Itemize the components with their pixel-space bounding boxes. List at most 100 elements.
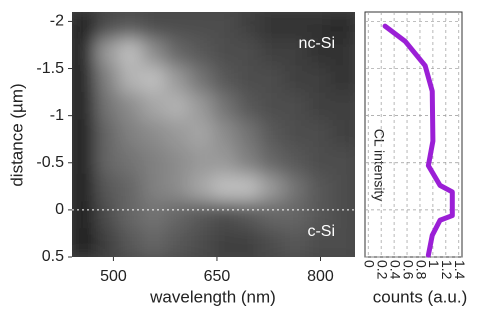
heatmap-cell: [259, 65, 286, 95]
heatmap-cell: [212, 228, 239, 257]
heatmap-cell: [72, 174, 97, 204]
heatmap-cell: [330, 201, 355, 231]
heatmap-cell: [188, 174, 215, 204]
x-tick-label: 650: [204, 268, 231, 285]
heatmap-cell: [118, 201, 144, 231]
heatmap-cell: [259, 92, 286, 122]
heatmap-cell: [212, 12, 239, 41]
heatmap-cells: [72, 12, 355, 257]
x-axis-label: wavelength (nm): [149, 287, 276, 306]
y-tick-label: -0.5: [36, 154, 64, 171]
heatmap-cell: [165, 147, 191, 177]
heatmap-cell: [188, 119, 215, 150]
heatmap-cell: [330, 147, 355, 177]
heatmap-cell: [94, 228, 121, 257]
heatmap-cell: [330, 174, 355, 204]
heatmap-cell: [306, 92, 333, 122]
heatmap-cell: [72, 201, 97, 231]
heatmap-cell: [72, 65, 97, 95]
heatmap-cell: [188, 228, 215, 257]
heatmap-cell: [165, 38, 191, 68]
heatmap-cell: [283, 12, 309, 41]
heatmap-cell: [283, 119, 309, 150]
heatmap-cell: [141, 201, 168, 231]
heatmap-cell: [330, 65, 355, 95]
heatmap-cell: [212, 65, 239, 95]
heatmap-cell: [306, 228, 333, 257]
heatmap-cell: [306, 174, 333, 204]
x-tick-label: 0.4: [387, 260, 403, 280]
heatmap-cell: [72, 147, 97, 177]
heatmap-cell: [118, 147, 144, 177]
heatmap-cell: [283, 92, 309, 122]
heatmap-cell: [118, 65, 144, 95]
heatmap-cell: [306, 147, 333, 177]
x-tick-label: 0: [362, 260, 378, 268]
heatmap-cell: [141, 174, 168, 204]
heatmap-cell: [259, 201, 286, 231]
heatmap-cell: [259, 119, 286, 150]
heatmap-cell: [188, 92, 215, 122]
heatmap-cell: [283, 38, 309, 68]
heatmap-cell: [165, 228, 191, 257]
heatmap-cell: [330, 228, 355, 257]
heatmap-cell: [165, 12, 191, 41]
heatmap-cell: [283, 228, 309, 257]
heatmap-cell: [94, 147, 121, 177]
heatmap-cell: [259, 147, 286, 177]
annotation: CL intensity: [371, 129, 387, 202]
heatmap-cell: [165, 119, 191, 150]
heatmap-cell: [283, 65, 309, 95]
y-tick-label: 0: [55, 201, 64, 218]
x-tick-label: 1.2: [439, 260, 455, 280]
heatmap-cell: [118, 119, 144, 150]
y-tick-label: -2: [50, 13, 64, 30]
heatmap-cell: [330, 92, 355, 122]
heatmap-cell: [165, 174, 191, 204]
heatmap-cell: [118, 38, 144, 68]
heatmap-cell: [236, 119, 262, 150]
heatmap-cell: [72, 92, 97, 122]
heatmap-cell: [306, 119, 333, 150]
heatmap-cell: [283, 201, 309, 231]
heatmap-cell: [188, 147, 215, 177]
heatmap-cell: [141, 119, 168, 150]
annotation: nc-Si: [299, 35, 335, 52]
heatmap-cell: [306, 201, 333, 231]
y-tick-label: 0.5: [42, 248, 64, 265]
x-tick-label: 0.6: [400, 260, 416, 280]
x-tick-label: 500: [100, 268, 127, 285]
heatmap-cell: [141, 65, 168, 95]
heatmap-cell: [165, 201, 191, 231]
heatmap-cell: [236, 65, 262, 95]
heatmap-cell: [72, 119, 97, 150]
heatmap-cell: [165, 65, 191, 95]
heatmap-cell: [306, 38, 333, 68]
heatmap-cell: [212, 92, 239, 122]
heatmap-cell: [283, 147, 309, 177]
y-tick-label: -1.5: [36, 60, 64, 77]
heatmap-cell: [94, 201, 121, 231]
x-axis-label: counts (a.u.): [373, 287, 468, 306]
heatmap-cell: [118, 12, 144, 41]
heatmap-cell: [188, 38, 215, 68]
heatmap-cell: [94, 174, 121, 204]
heatmap-cell: [118, 174, 144, 204]
x-tick-label: 1.4: [452, 260, 468, 280]
heatmap-cell: [236, 201, 262, 231]
heatmap-cell: [330, 38, 355, 68]
heatmap-cell: [330, 12, 355, 41]
y-tick-label: -1: [50, 107, 64, 124]
x-tick-label: 1: [426, 260, 442, 268]
annotation: c-Si: [307, 223, 335, 240]
heatmap-image: [72, 12, 355, 257]
heatmap-cell: [141, 228, 168, 257]
heatmap-cell: [236, 228, 262, 257]
heatmap-cell: [212, 38, 239, 68]
heatmap-cell: [118, 228, 144, 257]
x-tick-label: 0.8: [413, 260, 429, 280]
heatmap-cell: [259, 228, 286, 257]
heatmap-cell: [94, 92, 121, 122]
heatmap-cell: [72, 12, 97, 41]
